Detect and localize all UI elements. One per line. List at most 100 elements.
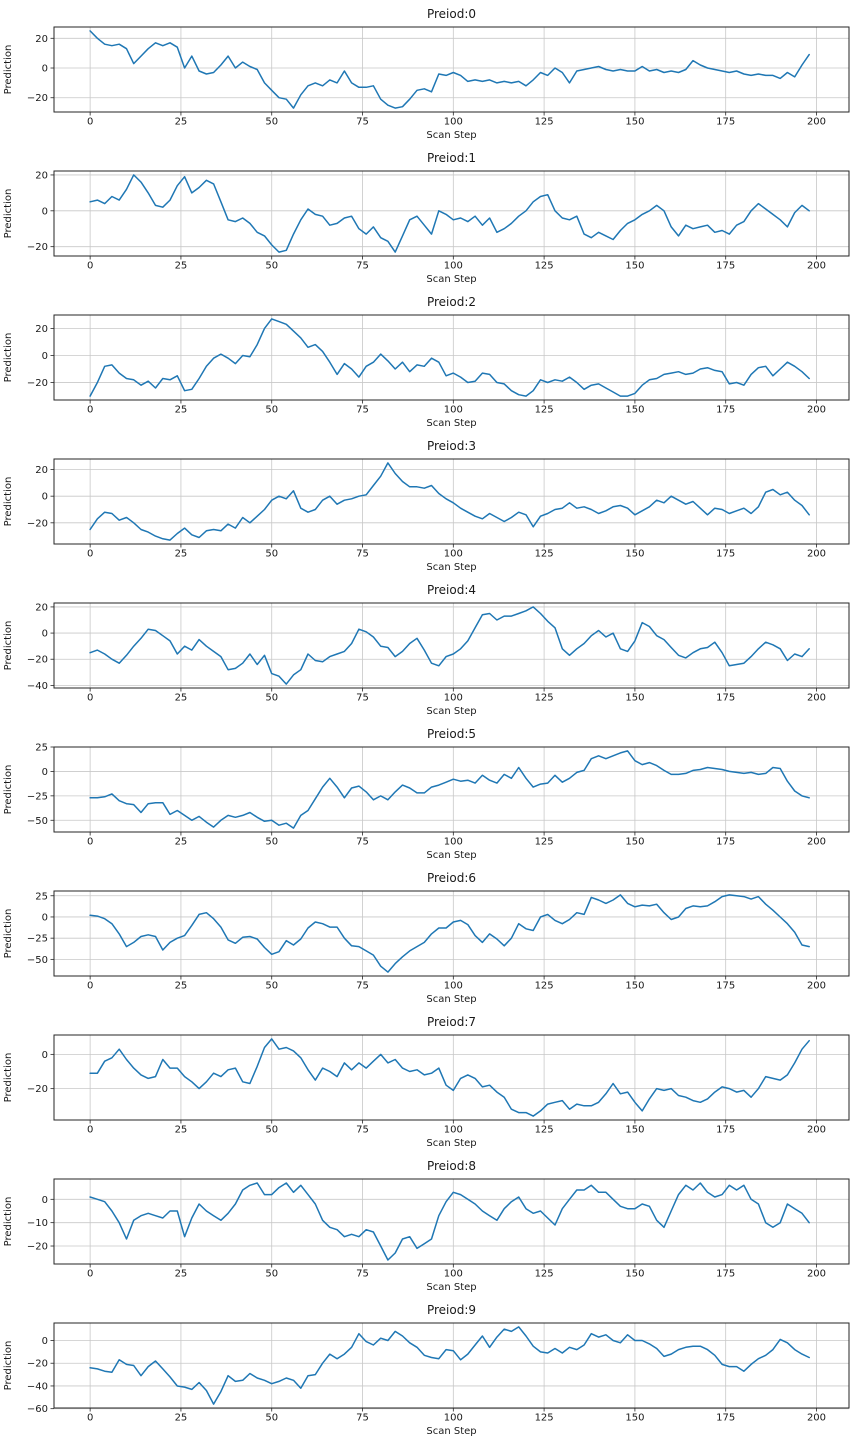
y-tick-label: −20 [27,1084,48,1095]
y-tick-label: 0 [42,1050,48,1061]
plot-title: Preiod:9 [427,1303,476,1317]
plot-title: Preiod:7 [427,1015,476,1029]
chart-svg-3: 0 25 50 75 100 125 150 175 200200−20Preiod:3Scan… [3,439,850,573]
x-tick-label: 125 [535,981,554,992]
plot-border [53,890,850,977]
y-tick-label: 25 [35,743,48,754]
plot-title: Preiod:3 [427,439,476,453]
x-tick-label: 0 [87,981,93,992]
chart-svg-8: 0 25 50 75 100 125 150 175 200 0 −10 −20 Preiod:8 Sca… [3,1159,850,1293]
plot-border [53,1178,850,1265]
x-tick-label: 50 [265,693,278,704]
x-axis-label: Scan Step [426,130,476,141]
subplot-6: 0 25 50 75 100 125 150 175 200 25 0 −25 −50 Preiod:6 S… [0,864,864,1008]
x-tick-label: 25 [175,405,188,416]
y-tick-label: −50 [27,816,48,827]
y-tick-label: −20 [27,93,48,104]
x-tick-label: 50 [265,837,278,848]
x-tick-label: 125 [535,261,554,272]
chart-svg-5: 0 25 50 75 100 125 150 175 200 25 0 −25 −50 Preiod:5 S… [3,727,850,861]
x-tick-label: 150 [625,549,644,560]
chart-svg-7: 0 25 50 75 100 125 150 175 200 0 −20 Preiod:7 Scan S… [3,1015,850,1149]
line-series [89,750,810,829]
line-series [89,174,810,253]
y-axis-label: Prediction [3,909,14,959]
line-series [89,318,810,397]
x-tick-label: 25 [175,693,188,704]
x-tick-label: 0 [87,837,93,848]
x-tick-label: 175 [716,837,735,848]
x-tick-label: 75 [356,1269,369,1280]
line-series [89,462,810,541]
y-axis-label: Prediction [3,1053,14,1103]
y-tick-label: 20 [35,34,48,45]
x-tick-label: 100 [444,981,463,992]
line-series [89,894,810,973]
y-tick-label: 0 [42,912,48,923]
x-tick-label: 100 [444,1413,463,1424]
x-tick-label: 100 [444,261,463,272]
x-tick-label: 75 [356,117,369,128]
x-tick-label: 0 [87,1413,93,1424]
y-tick-label: 20 [35,602,48,613]
y-tick-label: −60 [27,1404,48,1415]
x-tick-label: 200 [807,405,826,416]
y-tick-label: −40 [27,1381,48,1392]
x-tick-label: 75 [356,549,369,560]
y-tick-label: −50 [27,955,48,966]
y-tick-label: −20 [27,655,48,666]
chart-svg-0: 0 25 50 75 100 125 150 175 200200−20Preiod:0Scan… [3,7,850,141]
x-tick-label: 150 [625,405,644,416]
plot-title: Preiod:4 [427,583,476,597]
y-tick-label: 0 [42,492,48,503]
x-axis-label: Scan Step [426,706,476,717]
y-tick-label: 0 [42,629,48,640]
x-tick-label: 100 [444,117,463,128]
x-axis-label: Scan Step [426,562,476,573]
x-tick-label: 150 [625,693,644,704]
x-tick-label: 75 [356,1125,369,1136]
chart-svg-6: 0 25 50 75 100 125 150 175 200 25 0 −25 −50 Preiod:6 S… [3,871,850,1005]
x-tick-label: 175 [716,1125,735,1136]
x-tick-label: 0 [87,693,93,704]
x-axis-label: Scan Step [426,1138,476,1149]
x-tick-label: 100 [444,1269,463,1280]
y-axis-label: Prediction [3,189,14,239]
x-tick-label: 75 [356,405,369,416]
x-tick-label: 150 [625,981,644,992]
y-axis-label: Prediction [3,45,14,95]
subplot-9: 0 25 50 75 100 125 150 175 200 0 −20 −40 −60 Preiod:9… [0,1296,864,1440]
x-tick-label: 125 [535,837,554,848]
x-tick-label: 75 [356,981,369,992]
y-tick-label: 0 [42,206,48,217]
x-tick-label: 50 [265,117,278,128]
x-axis-label: Scan Step [426,850,476,861]
chart-svg-2: 0 25 50 75 100 125 150 175 200200−20Preiod:2Scan… [3,295,850,429]
x-tick-label: 25 [175,1413,188,1424]
x-tick-label: 125 [535,117,554,128]
x-tick-label: 125 [535,1269,554,1280]
subplot-4: 0 25 50 75 100 125 150 175 200 20 0 −20 −40 Preiod:4 S… [0,576,864,720]
x-tick-label: 0 [87,549,93,560]
y-tick-label: 0 [42,1336,48,1347]
x-tick-label: 0 [87,117,93,128]
x-tick-label: 50 [265,261,278,272]
plot-border [53,746,850,833]
y-tick-label: 0 [42,1195,48,1206]
y-tick-label: −20 [27,378,48,389]
x-axis-label: Scan Step [426,1282,476,1293]
x-tick-label: 150 [625,1269,644,1280]
x-tick-label: 75 [356,837,369,848]
x-tick-label: 175 [716,1413,735,1424]
chart-svg-4: 0 25 50 75 100 125 150 175 200200−20−40Preiod:4S… [3,583,850,717]
y-tick-label: 0 [42,351,48,362]
x-tick-label: 200 [807,1413,826,1424]
x-tick-label: 125 [535,693,554,704]
line-series [89,606,810,685]
y-axis-label: Prediction [3,1341,14,1391]
chart-svg-1: 0 25 50 75 100 125 150 175 200200−20Preiod:1Scan… [3,151,850,285]
x-tick-label: 25 [175,261,188,272]
x-tick-label: 100 [444,1125,463,1136]
x-tick-label: 25 [175,117,188,128]
